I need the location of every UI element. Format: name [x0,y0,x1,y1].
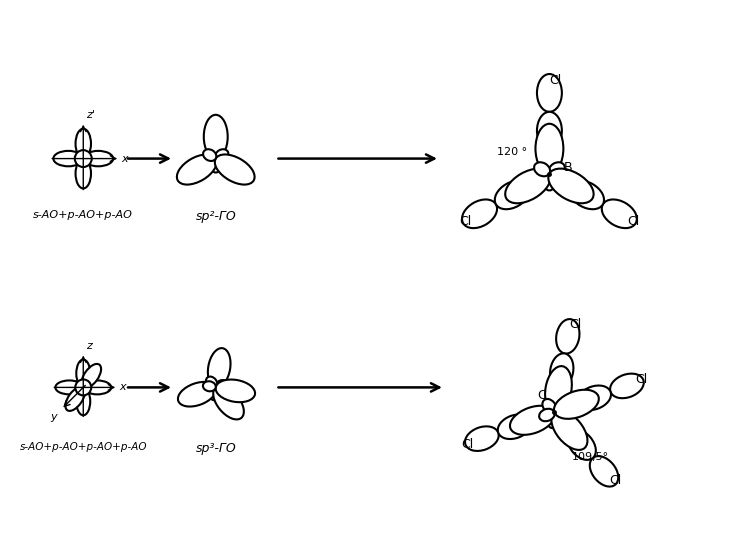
Text: Cl: Cl [462,438,474,451]
Circle shape [75,380,91,395]
Ellipse shape [569,181,604,209]
Ellipse shape [215,380,255,402]
Text: z': z' [87,110,95,120]
Text: Cl: Cl [459,215,471,228]
Ellipse shape [215,380,228,390]
Text: s-АО+p-АО+p-АО+p-АО: s-АО+p-АО+p-АО+p-АО [20,442,147,452]
Text: 109,5°: 109,5° [572,452,609,462]
Ellipse shape [75,159,91,188]
Text: 120 °: 120 ° [496,147,526,156]
Ellipse shape [567,430,596,460]
Ellipse shape [177,154,217,185]
Ellipse shape [547,412,559,428]
Ellipse shape [75,129,91,159]
Ellipse shape [215,154,255,185]
Ellipse shape [534,162,550,176]
Ellipse shape [537,74,562,112]
Ellipse shape [543,174,556,191]
Ellipse shape [549,162,565,176]
Text: C: C [538,389,547,402]
Ellipse shape [215,149,228,161]
Ellipse shape [210,159,221,173]
Ellipse shape [545,366,572,412]
Ellipse shape [556,319,580,353]
Ellipse shape [602,199,637,228]
Ellipse shape [542,399,556,413]
Ellipse shape [510,406,555,435]
Ellipse shape [53,151,84,166]
Text: z: z [87,340,92,351]
Ellipse shape [84,151,113,166]
Ellipse shape [178,382,216,407]
Ellipse shape [590,456,618,487]
Text: Cl: Cl [627,215,639,228]
Ellipse shape [551,411,587,450]
Text: Cl: Cl [549,74,562,87]
Text: sp³-ГО: sp³-ГО [195,442,236,455]
Ellipse shape [505,169,550,203]
Ellipse shape [495,181,530,209]
Ellipse shape [203,149,216,161]
Text: Cl: Cl [609,475,622,488]
Ellipse shape [81,364,101,388]
Text: sp²-ГО: sp²-ГО [195,210,236,223]
Text: Cl: Cl [569,318,581,331]
Ellipse shape [204,115,227,159]
Ellipse shape [498,414,532,439]
Ellipse shape [548,169,593,203]
Ellipse shape [554,390,599,419]
Ellipse shape [203,381,216,392]
Ellipse shape [66,387,85,411]
Ellipse shape [206,376,217,388]
Ellipse shape [610,374,644,398]
Ellipse shape [465,426,498,451]
Ellipse shape [539,409,555,421]
Text: x: x [121,154,128,163]
Ellipse shape [213,386,244,419]
Circle shape [75,150,92,167]
Ellipse shape [76,359,90,387]
Ellipse shape [76,387,90,415]
Ellipse shape [535,124,563,174]
Text: Cl: Cl [635,374,648,387]
Ellipse shape [209,387,220,400]
Ellipse shape [554,403,569,416]
Ellipse shape [537,112,562,150]
Ellipse shape [208,348,230,388]
Text: s-АО+p-АО+p-АО: s-АО+p-АО+p-АО [33,210,133,220]
Ellipse shape [550,353,574,388]
Ellipse shape [462,199,497,228]
Ellipse shape [578,386,611,410]
Ellipse shape [84,381,111,394]
Ellipse shape [56,381,84,394]
Text: y: y [50,413,56,422]
Text: B: B [563,161,572,174]
Text: x: x [119,382,126,393]
